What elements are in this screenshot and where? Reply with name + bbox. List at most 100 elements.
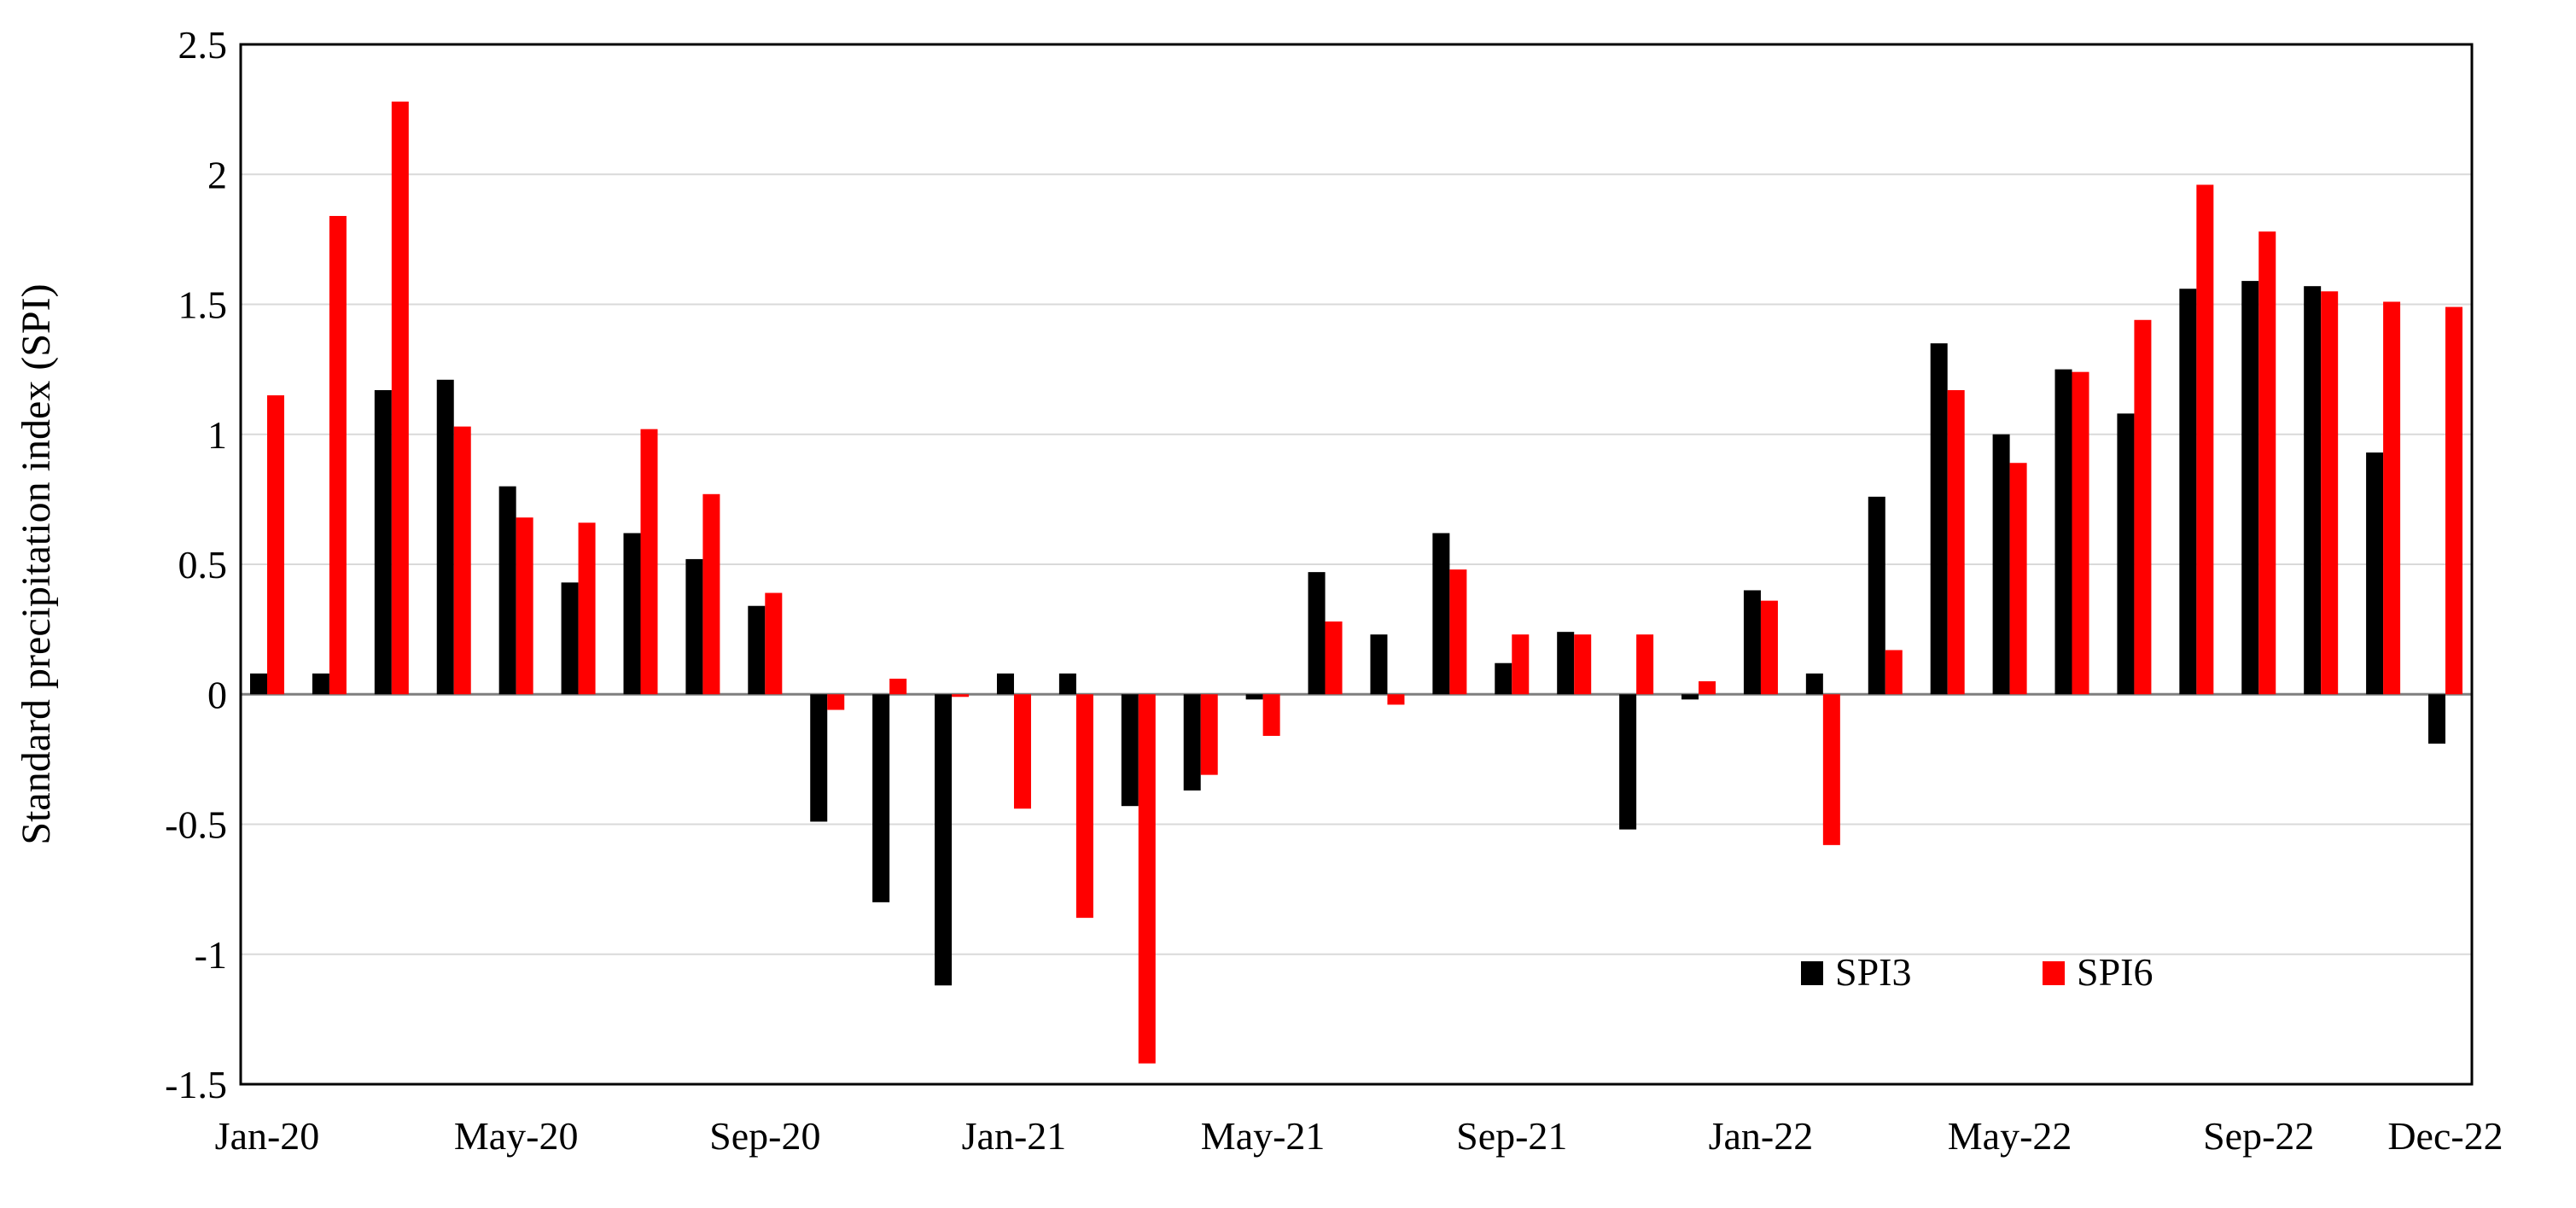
- bar-spi6-oct-20: [827, 694, 845, 710]
- bar-spi3-dec-22: [2428, 694, 2445, 744]
- y-tick-label: -1: [195, 933, 227, 977]
- bar-spi6-jul-20: [640, 429, 658, 695]
- bar-spi6-oct-21: [1574, 634, 1592, 695]
- bar-spi3-sep-20: [748, 605, 766, 695]
- bar-spi3-dec-20: [935, 694, 953, 986]
- bar-spi6-mar-22: [1885, 650, 1903, 695]
- bar-spi3-apr-20: [436, 379, 454, 695]
- bar-spi3-nov-20: [872, 694, 890, 902]
- bar-spi6-mar-20: [391, 101, 409, 695]
- bar-spi6-nov-21: [1636, 634, 1654, 695]
- bar-spi6-nov-22: [2383, 301, 2401, 695]
- bar-spi6-dec-20: [952, 694, 970, 697]
- legend-label-spi3: SPI3: [1835, 950, 1911, 994]
- bar-spi3-feb-20: [312, 673, 329, 695]
- x-tick-label: Sep-22: [2203, 1114, 2314, 1158]
- bar-spi3-mar-21: [1121, 694, 1139, 807]
- legend-label-spi6: SPI6: [2077, 950, 2153, 994]
- bar-spi6-aug-21: [1449, 569, 1467, 695]
- bar-spi3-jan-21: [996, 673, 1014, 695]
- bar-spi6-jul-21: [1387, 694, 1405, 705]
- bar-spi3-sep-21: [1495, 662, 1512, 695]
- bar-spi3-sep-22: [2241, 281, 2259, 695]
- bar-spi6-mar-21: [1138, 694, 1156, 1064]
- bar-spi6-oct-22: [2321, 291, 2339, 695]
- bar-spi3-mar-22: [1868, 496, 1885, 695]
- y-tick-label: -1.5: [165, 1063, 227, 1106]
- bar-spi6-feb-20: [329, 215, 347, 695]
- x-tick-label: May-21: [1201, 1114, 1326, 1158]
- bar-spi3-mar-20: [374, 389, 392, 695]
- bar-spi6-nov-20: [889, 678, 907, 695]
- bar-spi3-aug-20: [685, 558, 703, 695]
- bar-spi6-apr-22: [1947, 389, 1965, 695]
- bar-spi6-feb-21: [1075, 694, 1093, 919]
- bar-spi3-jul-22: [2117, 413, 2135, 695]
- y-tick-label: 2.5: [178, 23, 228, 67]
- bar-spi3-jun-21: [1308, 572, 1326, 695]
- x-tick-label: Sep-20: [709, 1114, 820, 1158]
- bar-spi6-aug-20: [702, 493, 720, 695]
- x-tick-label: May-20: [454, 1114, 579, 1158]
- bar-spi6-sep-21: [1512, 634, 1530, 695]
- bar-spi6-dec-21: [1699, 681, 1716, 695]
- y-tick-label: -0.5: [165, 803, 227, 847]
- y-axis-title: Standard precipitation index (SPI): [14, 283, 59, 844]
- bar-spi6-jun-22: [2072, 371, 2089, 695]
- bar-spi6-jul-22: [2134, 319, 2152, 695]
- x-tick-label: Jan-20: [215, 1114, 320, 1158]
- bar-spi3-feb-21: [1058, 673, 1076, 695]
- bar-spi6-sep-20: [765, 592, 783, 695]
- bar-spi6-feb-22: [1822, 694, 1840, 845]
- y-tick-label: 0.5: [178, 543, 228, 586]
- bar-spi6-apr-21: [1200, 694, 1218, 775]
- y-tick-label: 1: [207, 413, 227, 457]
- bar-spi3-jul-20: [623, 533, 641, 695]
- legend: SPI3 SPI6: [1801, 950, 2153, 994]
- bar-spi3-aug-21: [1432, 533, 1450, 695]
- y-tick-label: 0: [207, 673, 227, 716]
- bar-spi6-may-21: [1262, 694, 1280, 736]
- bar-spi6-jan-21: [1013, 694, 1031, 809]
- bar-spi6-may-20: [516, 517, 533, 695]
- bar-spi3-may-21: [1245, 694, 1263, 700]
- x-tick-label: Dec-22: [2387, 1114, 2503, 1158]
- bar-spi3-jul-21: [1370, 634, 1388, 695]
- x-tick-label: Jan-22: [1709, 1114, 1814, 1158]
- bar-spi3-jan-20: [250, 673, 267, 695]
- bar-spi6-jan-20: [267, 395, 284, 695]
- x-tick-label: Jan-21: [962, 1114, 1067, 1158]
- bar-spi6-dec-22: [2445, 306, 2462, 695]
- y-axis-ticks: -1.5 -1 -0.5 0 0.5 1 1.5 2 2.5: [165, 23, 227, 1106]
- bar-spi3-nov-22: [2366, 452, 2384, 695]
- bar-spi3-apr-22: [1930, 343, 1948, 695]
- bar-spi3-aug-22: [2179, 289, 2197, 695]
- bar-spi3-apr-21: [1183, 694, 1201, 791]
- bar-spi3-may-22: [1992, 434, 2010, 695]
- bar-spi3-feb-22: [1805, 673, 1823, 695]
- bar-spi3-oct-22: [2304, 286, 2322, 695]
- bar-spi6-jun-20: [578, 522, 596, 695]
- x-tick-label: May-22: [1948, 1114, 2072, 1158]
- bar-spi3-dec-21: [1681, 694, 1699, 700]
- bar-spi3-nov-21: [1619, 694, 1637, 830]
- bar-spi6-may-22: [2009, 463, 2027, 695]
- bar-spi6-sep-22: [2258, 231, 2276, 695]
- bar-spi3-may-20: [498, 486, 516, 695]
- bar-spi6-jun-21: [1325, 621, 1343, 695]
- bar-spi6-aug-22: [2196, 184, 2214, 695]
- bar-spi3-jun-20: [561, 582, 579, 695]
- bar-spi3-oct-21: [1557, 632, 1575, 695]
- plot-frame: [239, 43, 2474, 1086]
- bars: [250, 101, 2462, 1064]
- legend-swatch-spi6: [2043, 961, 2065, 985]
- y-tick-label: 1.5: [178, 283, 228, 327]
- bar-spi3-oct-20: [810, 694, 828, 822]
- bar-spi3-jun-22: [2054, 369, 2072, 695]
- legend-swatch-spi3: [1801, 961, 1823, 985]
- y-tick-label: 2: [207, 153, 227, 196]
- bar-spi6-jan-22: [1760, 600, 1778, 695]
- bar-spi6-apr-20: [453, 426, 471, 695]
